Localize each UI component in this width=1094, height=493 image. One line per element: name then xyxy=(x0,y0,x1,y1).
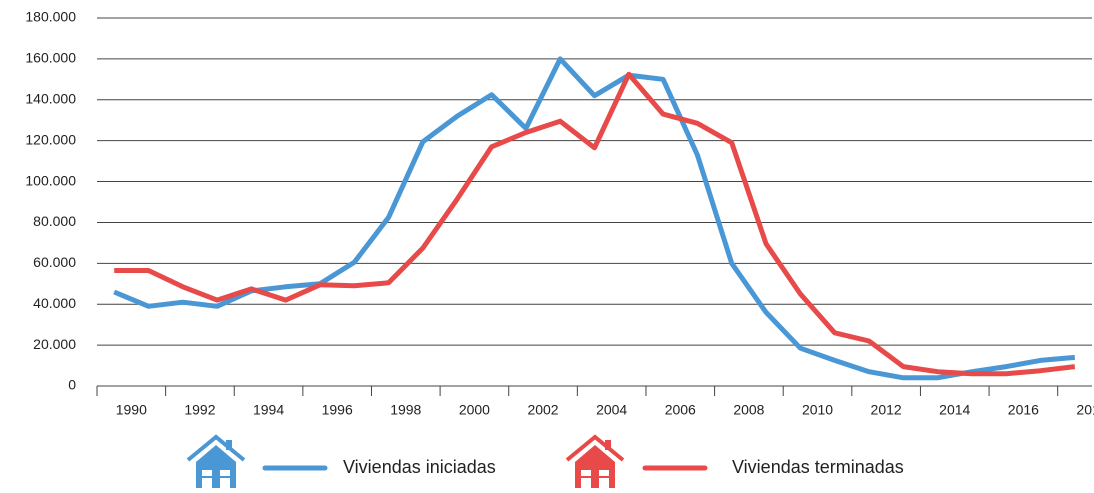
data-line xyxy=(114,71,1076,377)
y-tick-label: 20.000 xyxy=(33,336,76,352)
x-tick-label: 1994 xyxy=(253,402,284,418)
y-tick-label: 40.000 xyxy=(33,295,76,311)
y-tick-label: 180.000 xyxy=(25,9,76,25)
legend-label: Viviendas iniciadas xyxy=(343,457,496,477)
x-tick-label: 2006 xyxy=(665,402,696,418)
y-tick-label: 140.000 xyxy=(25,90,76,106)
x-tick-label: 2000 xyxy=(459,402,490,418)
y-tick-label: 60.000 xyxy=(33,254,76,270)
x-tick-label: 2002 xyxy=(527,402,558,418)
x-tick-label: 2014 xyxy=(939,402,970,418)
x-tick-label: 2004 xyxy=(596,402,627,418)
x-tick-label: 1992 xyxy=(184,402,215,418)
x-tick-label: 2016 xyxy=(1008,402,1039,418)
x-tick-label: 1996 xyxy=(322,402,353,418)
x-tick-label: 1998 xyxy=(390,402,421,418)
x-tick-label: 2008 xyxy=(733,402,764,418)
y-tick-label: 120.000 xyxy=(25,131,76,147)
data-line xyxy=(113,56,1076,381)
legend-icon xyxy=(565,434,625,488)
y-tick-label: 80.000 xyxy=(33,213,76,229)
y-tick-label: 100.000 xyxy=(25,172,76,188)
legend-icon xyxy=(186,434,246,488)
x-tick-label: 2018 xyxy=(1076,402,1094,418)
x-tick-label: 2012 xyxy=(871,402,902,418)
x-tick-label: 2010 xyxy=(802,402,833,418)
x-tick-label: 1990 xyxy=(116,402,147,418)
legend-label: Viviendas terminadas xyxy=(732,457,904,477)
y-tick-label: 160.000 xyxy=(25,50,76,66)
y-tick-label: 0 xyxy=(68,377,76,393)
